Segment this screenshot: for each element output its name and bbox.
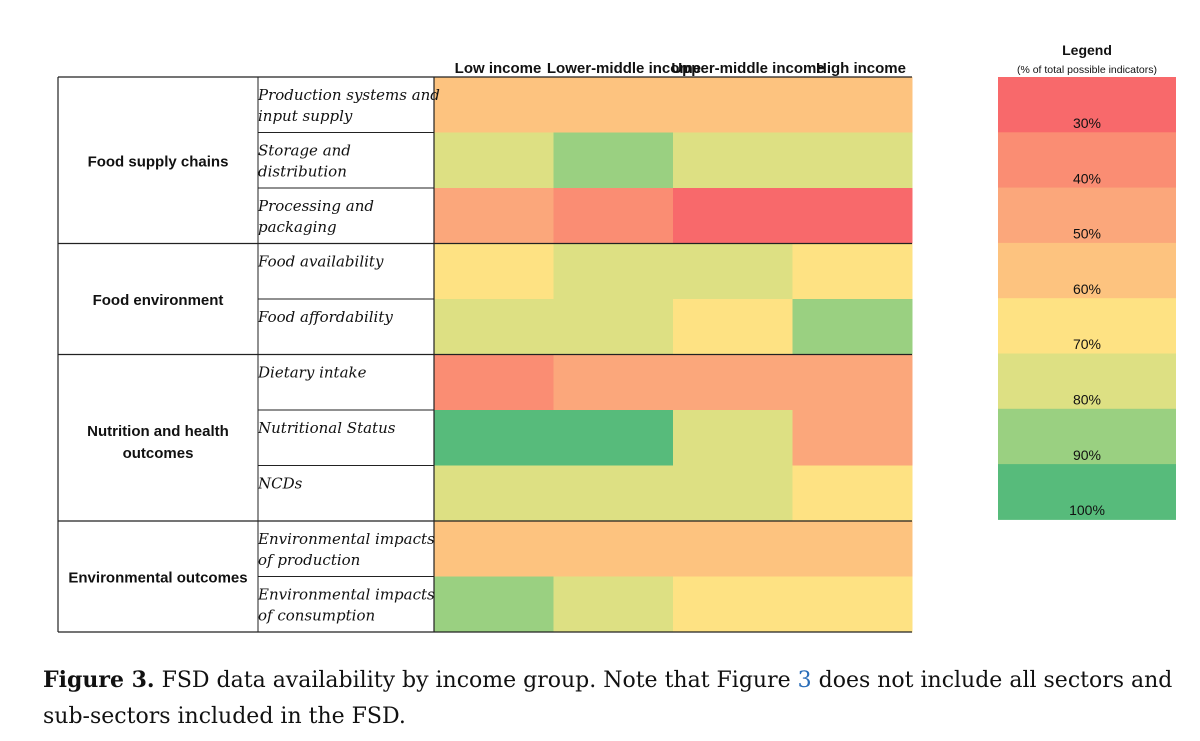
- row-label: Processing and: [257, 197, 374, 215]
- heatmap-cell: [434, 410, 554, 466]
- row-label: Dietary intake: [257, 364, 367, 382]
- heatmap-cell: [434, 465, 554, 522]
- row-label-line2: of consumption: [258, 607, 375, 625]
- heatmap-cell: [553, 576, 674, 633]
- heatmap-cell: [673, 465, 793, 522]
- heatmap-cell: [434, 132, 554, 189]
- group-label: Food environment: [93, 292, 224, 309]
- heatmap-cell: [792, 243, 913, 300]
- heatmap-cell: [434, 243, 554, 300]
- row-label: Environmental impacts: [257, 530, 435, 548]
- heatmap-cell: [792, 521, 913, 577]
- heatmap-cell: [553, 132, 674, 189]
- heatmap-cell: [673, 188, 793, 244]
- heatmap-cell: [434, 354, 554, 411]
- caption-text-before: FSD data availability by income group. N…: [154, 668, 798, 693]
- caption-figure-link[interactable]: 3: [797, 668, 812, 693]
- legend-label: 50%: [1073, 226, 1101, 242]
- row-label: NCDs: [257, 475, 303, 493]
- heatmap-cell: [792, 132, 913, 189]
- heatmap-cell: [673, 299, 793, 355]
- heatmap-cell: [673, 521, 793, 577]
- heatmap-cell: [792, 77, 913, 133]
- column-header: Low income: [455, 60, 542, 77]
- column-header: High income: [816, 60, 906, 77]
- caption-text-after: does not include all sectors and sub-sec…: [43, 668, 1173, 729]
- heatmap-cell: [553, 299, 674, 355]
- legend-swatch: [998, 242, 1176, 299]
- heatmap-cell: [553, 521, 674, 577]
- legend-label: 90%: [1073, 447, 1101, 463]
- row-label: Food affordability: [257, 308, 393, 326]
- heatmap-cell: [434, 576, 554, 633]
- heatmap-cell: [792, 299, 913, 355]
- row-label: Environmental impacts: [257, 586, 435, 604]
- row-label-line2: of production: [258, 551, 360, 569]
- heatmap-cell: [792, 354, 913, 411]
- legend-label: 60%: [1073, 281, 1101, 297]
- heatmap-cell: [792, 576, 913, 633]
- group-label: Food supply chains: [88, 153, 229, 170]
- row-label-line2: packaging: [258, 218, 337, 236]
- heatmap-cell: [673, 576, 793, 633]
- group-label-line2: outcomes: [123, 445, 194, 462]
- figure-caption: Figure 3. FSD data availability by incom…: [43, 662, 1193, 735]
- legend-label: 80%: [1073, 392, 1101, 408]
- row-label: Nutritional Status: [257, 419, 396, 437]
- heatmap-cell: [673, 243, 793, 300]
- heatmap-cell: [673, 410, 793, 466]
- group-label: Environmental outcomes: [68, 570, 247, 587]
- heatmap-cell: [673, 132, 793, 189]
- row-label: Storage and: [258, 142, 351, 160]
- legend-swatch: [998, 77, 1176, 133]
- heatmap-cell: [434, 521, 554, 577]
- heatmap-cell: [792, 188, 913, 244]
- legend-label: 40%: [1073, 170, 1101, 186]
- legend-subtitle: (% of total possible indicators): [1017, 64, 1157, 76]
- heatmap-cell: [434, 77, 554, 133]
- legend-label: 100%: [1069, 502, 1105, 518]
- heatmap-cell: [553, 243, 674, 300]
- heatmap-cell: [792, 465, 913, 522]
- legend-swatch: [998, 408, 1176, 465]
- row-label: Production systems and: [257, 86, 440, 104]
- legend-swatch: [998, 464, 1176, 520]
- heatmap-cell: [673, 354, 793, 411]
- legend-swatch: [998, 298, 1176, 354]
- heatmap-cell: [553, 465, 674, 522]
- legend-swatch: [998, 187, 1176, 244]
- column-header: Upper-middle income: [671, 60, 824, 77]
- caption-label: Figure 3.: [43, 667, 155, 693]
- row-label: Food availability: [257, 253, 384, 271]
- legend-title: Legend: [1062, 42, 1112, 58]
- legend-swatch: [998, 353, 1176, 410]
- column-header: Lower-middle income: [547, 60, 701, 77]
- heatmap-cell: [434, 299, 554, 355]
- row-label-line2: input supply: [258, 107, 353, 125]
- heatmap-cell: [553, 188, 674, 244]
- group-label: Nutrition and health: [87, 423, 229, 440]
- legend-label: 70%: [1073, 336, 1101, 352]
- heatmap-cell: [792, 410, 913, 466]
- legend-label: 30%: [1073, 115, 1101, 131]
- legend-swatch: [998, 132, 1176, 189]
- heatmap-cell: [434, 188, 554, 244]
- heatmap-cell: [553, 354, 674, 411]
- row-label-line2: distribution: [258, 163, 347, 181]
- heatmap-cell: [553, 410, 674, 466]
- heatmap-cell: [673, 77, 793, 133]
- heatmap-cell: [553, 77, 674, 133]
